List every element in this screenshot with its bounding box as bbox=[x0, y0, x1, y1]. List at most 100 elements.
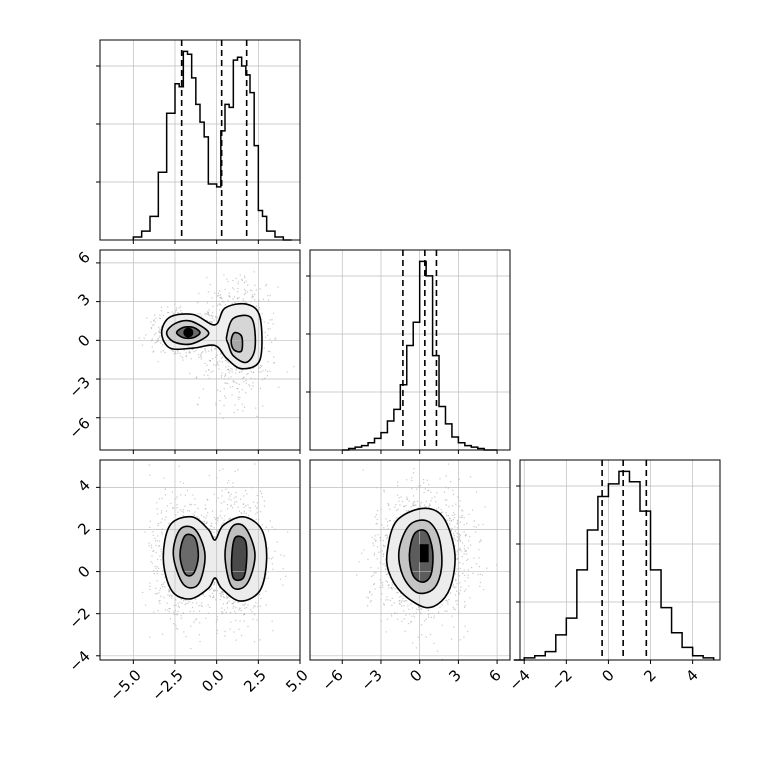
scatter-point bbox=[219, 290, 221, 292]
scatter-point bbox=[177, 628, 179, 630]
scatter-point bbox=[188, 350, 191, 353]
scatter-point bbox=[261, 318, 263, 320]
scatter-point bbox=[164, 586, 166, 588]
scatter-point bbox=[269, 370, 271, 372]
scatter-point bbox=[265, 526, 267, 529]
scatter-point bbox=[259, 593, 261, 595]
scatter-point bbox=[205, 507, 207, 510]
scatter-point bbox=[195, 377, 197, 379]
scatter-point bbox=[233, 631, 235, 633]
scatter-point bbox=[446, 514, 448, 517]
scatter-point bbox=[225, 397, 227, 399]
scatter-point bbox=[228, 372, 230, 374]
scatter-point bbox=[224, 515, 226, 517]
scatter-point bbox=[216, 629, 218, 631]
scatter-point bbox=[192, 348, 194, 350]
scatter-point bbox=[427, 490, 429, 492]
scatter-point bbox=[397, 592, 399, 594]
scatter-point bbox=[153, 324, 155, 326]
scatter-point bbox=[467, 547, 469, 549]
scatter-point bbox=[454, 526, 456, 528]
scatter-point bbox=[238, 609, 240, 611]
scatter-point bbox=[375, 513, 377, 516]
scatter-point bbox=[271, 319, 273, 321]
scatter-point bbox=[167, 306, 169, 308]
scatter-point bbox=[160, 521, 162, 523]
scatter-point bbox=[445, 512, 447, 514]
scatter-point bbox=[250, 377, 252, 379]
scatter-point bbox=[219, 400, 221, 402]
scatter-point bbox=[396, 494, 399, 496]
scatter-point bbox=[164, 609, 167, 611]
scatter-point bbox=[233, 605, 235, 607]
scatter-point bbox=[260, 492, 263, 495]
scatter-point bbox=[271, 563, 273, 565]
scatter-point bbox=[157, 340, 159, 342]
scatter-point bbox=[230, 493, 232, 495]
scatter-point bbox=[372, 574, 374, 576]
scatter-point bbox=[206, 521, 208, 523]
scatter-point bbox=[161, 340, 163, 342]
scatter-point bbox=[383, 489, 385, 491]
scatter-point bbox=[237, 281, 240, 283]
scatter-point bbox=[232, 507, 234, 509]
scatter-point bbox=[387, 521, 389, 523]
scatter-point bbox=[199, 640, 201, 643]
scatter-point bbox=[459, 561, 461, 564]
scatter-point bbox=[447, 603, 449, 605]
scatter-point bbox=[389, 520, 391, 522]
scatter-point bbox=[245, 280, 247, 282]
scatter-point bbox=[259, 387, 262, 390]
scatter-point bbox=[212, 315, 214, 317]
scatter-point bbox=[220, 595, 222, 598]
scatter-point bbox=[221, 356, 224, 358]
scatter-point bbox=[214, 315, 217, 318]
scatter-point bbox=[255, 518, 257, 520]
x2-tick-label: 2 bbox=[640, 666, 659, 685]
scatter-point bbox=[393, 602, 395, 604]
scatter-point bbox=[196, 602, 198, 604]
scatter-point bbox=[388, 587, 390, 589]
scatter-point bbox=[211, 530, 213, 532]
scatter-point bbox=[180, 598, 182, 601]
scatter-point bbox=[215, 589, 217, 591]
scatter-point bbox=[154, 342, 156, 344]
scatter-point bbox=[243, 281, 246, 284]
scatter-point bbox=[463, 517, 465, 519]
panel-frame bbox=[519, 459, 721, 661]
scatter-point bbox=[190, 625, 192, 627]
scatter-point bbox=[262, 298, 265, 301]
scatter-point bbox=[232, 486, 234, 488]
scatter-point bbox=[396, 591, 398, 594]
scatter-point bbox=[179, 352, 181, 354]
scatter-point bbox=[178, 465, 180, 467]
scatter-point bbox=[195, 349, 197, 352]
scatter-point bbox=[279, 578, 282, 580]
scatter-point bbox=[197, 507, 199, 510]
scatter-point bbox=[459, 549, 461, 551]
scatter-point bbox=[177, 511, 179, 513]
scatter-point bbox=[255, 602, 257, 604]
scatter-point bbox=[232, 298, 234, 300]
scatter-point bbox=[218, 303, 220, 305]
scatter-point bbox=[235, 619, 237, 622]
scatter-point bbox=[453, 517, 456, 519]
scatter-point bbox=[479, 581, 481, 584]
scatter-point bbox=[159, 589, 161, 592]
scatter-point bbox=[245, 512, 247, 514]
scatter-point bbox=[448, 506, 450, 508]
scatter-point bbox=[153, 319, 155, 321]
scatter-point bbox=[267, 322, 269, 324]
scatter-point bbox=[406, 498, 408, 500]
scatter-point bbox=[446, 499, 448, 501]
scatter-point bbox=[413, 501, 416, 503]
scatter-point bbox=[235, 491, 237, 494]
scatter-point bbox=[403, 600, 405, 602]
scatter-point bbox=[235, 372, 237, 374]
scatter-point bbox=[449, 517, 451, 520]
scatter-point bbox=[158, 326, 160, 328]
scatter-point bbox=[211, 350, 213, 352]
scatter-point bbox=[159, 599, 161, 602]
scatter-point bbox=[167, 312, 169, 314]
scatter-point bbox=[454, 573, 456, 575]
